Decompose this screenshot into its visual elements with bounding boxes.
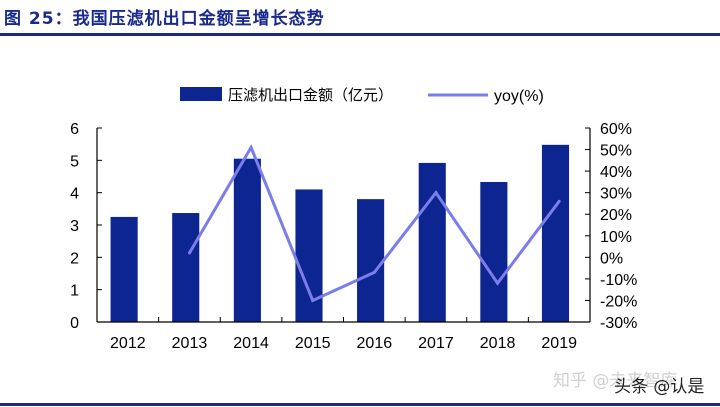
right-tick-label: -20% xyxy=(600,293,637,310)
bottom-divider xyxy=(0,403,720,406)
yoy-point-2014 xyxy=(249,145,253,149)
left-tick-label: 4 xyxy=(70,186,79,203)
right-tick-label: 10% xyxy=(600,229,632,246)
x-tick-label: 2014 xyxy=(233,335,269,352)
watermark-toutiao: 头条 @认是 xyxy=(614,377,705,397)
bar-2017 xyxy=(418,162,446,322)
x-tick-label: 2018 xyxy=(480,335,516,352)
yoy-point-2013 xyxy=(187,251,191,255)
right-tick-label: 20% xyxy=(600,207,632,224)
left-tick-label: 6 xyxy=(70,121,79,138)
yoy-point-2018 xyxy=(496,281,500,285)
x-tick-label: 2016 xyxy=(357,335,393,352)
right-tick-label: 50% xyxy=(600,143,632,160)
x-tick-label: 2015 xyxy=(295,335,331,352)
bar-2015 xyxy=(295,189,323,322)
title-divider xyxy=(0,33,720,36)
left-tick-label: 3 xyxy=(70,218,79,235)
bar-2012 xyxy=(110,216,138,322)
x-tick-label: 2013 xyxy=(172,335,208,352)
yoy-point-2019 xyxy=(557,199,561,203)
yoy-point-2016 xyxy=(372,270,376,274)
bar-2016 xyxy=(357,199,385,322)
bar-2018 xyxy=(480,181,508,322)
yoy-point-2017 xyxy=(434,191,438,195)
right-tick-label: -30% xyxy=(600,315,637,332)
right-tick-label: 0% xyxy=(600,250,623,267)
yoy-point-2015 xyxy=(311,298,315,302)
legend-bar-swatch xyxy=(180,87,222,101)
x-tick-label: 2019 xyxy=(541,335,577,352)
bar-2019 xyxy=(541,144,570,322)
right-tick-label: -10% xyxy=(600,272,637,289)
left-tick-label: 2 xyxy=(70,250,79,267)
x-tick-label: 2017 xyxy=(418,335,454,352)
legend-bar-label: 压滤机出口金额（亿元） xyxy=(228,86,393,104)
right-tick-label: 40% xyxy=(600,164,632,181)
left-tick-label: 1 xyxy=(70,283,79,300)
left-tick-label: 5 xyxy=(70,153,79,170)
chart-title: 图 25：我国压滤机出口金额呈增长态势 xyxy=(4,9,325,29)
watermark-zhihu: 知乎 @未来智库 xyxy=(553,371,678,391)
legend-line-label: yoy(%) xyxy=(494,88,544,105)
right-tick-label: 60% xyxy=(600,121,632,138)
right-tick-label: 30% xyxy=(600,186,632,203)
left-tick-label: 0 xyxy=(70,315,79,332)
bar-2013 xyxy=(172,213,200,322)
bar-2014 xyxy=(233,158,261,322)
x-tick-label: 2012 xyxy=(110,335,146,352)
